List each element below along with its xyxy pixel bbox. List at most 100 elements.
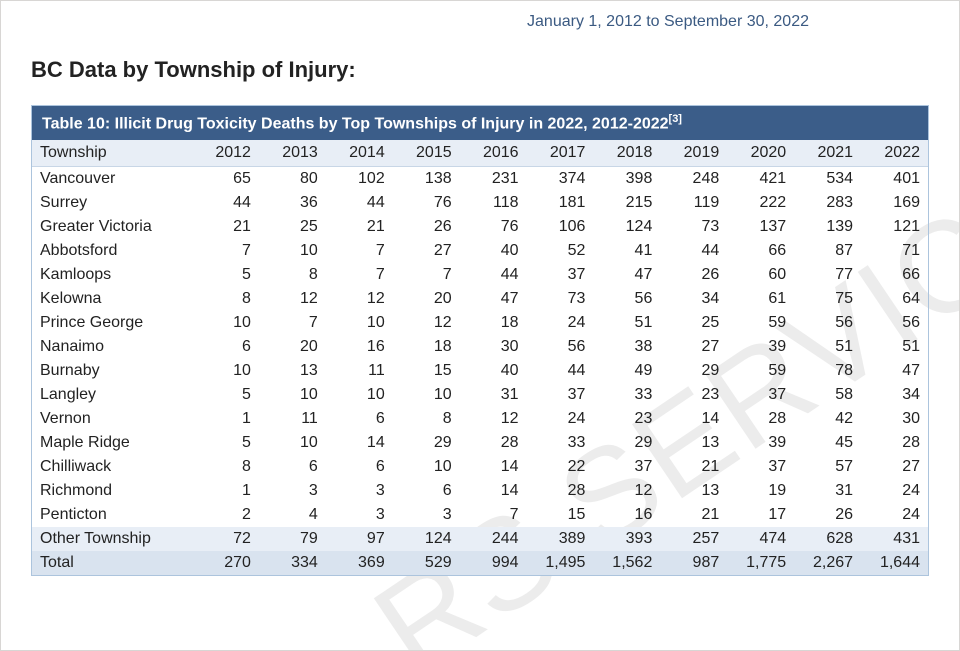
cell-value: 65: [192, 167, 259, 192]
cell-value: 8: [393, 407, 460, 431]
cell-value: 41: [593, 239, 660, 263]
cell-value: 4: [259, 503, 326, 527]
cell-value: 76: [393, 191, 460, 215]
cell-value: 30: [460, 335, 527, 359]
cell-value: 28: [727, 407, 794, 431]
table-row: Kelowna812122047735634617564: [32, 287, 928, 311]
cell-value: 29: [393, 431, 460, 455]
cell-value: 374: [527, 167, 594, 192]
cell-value: 137: [727, 215, 794, 239]
cell-value: 3: [259, 479, 326, 503]
cell-value: 47: [460, 287, 527, 311]
data-table: Township 2012 2013 2014 2015 2016 2017 2…: [32, 140, 928, 575]
cell-value: 44: [527, 359, 594, 383]
cell-value: 10: [192, 359, 259, 383]
table-row: Vancouver6580102138231374398248421534401: [32, 167, 928, 192]
header-year: 2016: [460, 140, 527, 167]
cell-value: 34: [660, 287, 727, 311]
cell-value: 72: [192, 527, 259, 551]
cell-value: 421: [727, 167, 794, 192]
cell-value: 37: [593, 455, 660, 479]
table-row: Nanaimo620161830563827395151: [32, 335, 928, 359]
cell-value: 10: [326, 311, 393, 335]
cell-value: 2,267: [794, 551, 861, 575]
cell-value: 39: [727, 335, 794, 359]
cell-value: 7: [326, 263, 393, 287]
cell-value: 10: [259, 239, 326, 263]
cell-value: 628: [794, 527, 861, 551]
cell-value: 8: [259, 263, 326, 287]
cell-value: 21: [660, 503, 727, 527]
cell-value: 18: [393, 335, 460, 359]
cell-value: 124: [393, 527, 460, 551]
cell-value: 389: [527, 527, 594, 551]
cell-value: 244: [460, 527, 527, 551]
cell-value: 283: [794, 191, 861, 215]
cell-value: 78: [794, 359, 861, 383]
cell-value: 29: [593, 431, 660, 455]
cell-value: 45: [794, 431, 861, 455]
cell-value: 33: [593, 383, 660, 407]
table-row: Other Township72799712424438939325747462…: [32, 527, 928, 551]
table-title-text: Table 10: Illicit Drug Toxicity Deaths b…: [42, 115, 669, 132]
cell-value: 77: [794, 263, 861, 287]
cell-value: 6: [192, 335, 259, 359]
cell-value: 8: [192, 455, 259, 479]
cell-value: 14: [460, 479, 527, 503]
cell-value: 71: [861, 239, 928, 263]
cell-value: 97: [326, 527, 393, 551]
cell-value: 39: [727, 431, 794, 455]
cell-value: 138: [393, 167, 460, 192]
cell-value: 1: [192, 407, 259, 431]
cell-value: 51: [861, 335, 928, 359]
cell-value: 49: [593, 359, 660, 383]
table-row: Langley510101031373323375834: [32, 383, 928, 407]
cell-value: 1,644: [861, 551, 928, 575]
cell-value: 106: [527, 215, 594, 239]
row-label: Kelowna: [32, 287, 192, 311]
cell-value: 60: [727, 263, 794, 287]
cell-value: 75: [794, 287, 861, 311]
cell-value: 24: [861, 503, 928, 527]
table-row: Chilliwack8661014223721375727: [32, 455, 928, 479]
cell-value: 7: [192, 239, 259, 263]
cell-value: 14: [660, 407, 727, 431]
cell-value: 11: [326, 359, 393, 383]
cell-value: 222: [727, 191, 794, 215]
cell-value: 15: [527, 503, 594, 527]
cell-value: 44: [460, 263, 527, 287]
cell-value: 534: [794, 167, 861, 192]
cell-value: 44: [660, 239, 727, 263]
table-title-footnote: [3]: [669, 113, 682, 125]
row-label: Prince George: [32, 311, 192, 335]
cell-value: 5: [192, 383, 259, 407]
cell-value: 25: [259, 215, 326, 239]
table-row: Prince George107101218245125595656: [32, 311, 928, 335]
cell-value: 21: [326, 215, 393, 239]
cell-value: 29: [660, 359, 727, 383]
cell-value: 42: [794, 407, 861, 431]
cell-value: 73: [660, 215, 727, 239]
cell-value: 31: [460, 383, 527, 407]
row-label: Greater Victoria: [32, 215, 192, 239]
cell-value: 3: [393, 503, 460, 527]
cell-value: 25: [660, 311, 727, 335]
header-row: Township 2012 2013 2014 2015 2016 2017 2…: [32, 140, 928, 167]
cell-value: 121: [861, 215, 928, 239]
cell-value: 7: [326, 239, 393, 263]
row-label: Richmond: [32, 479, 192, 503]
cell-value: 26: [660, 263, 727, 287]
cell-value: 61: [727, 287, 794, 311]
cell-value: 6: [259, 455, 326, 479]
header-year: 2012: [192, 140, 259, 167]
header-year: 2015: [393, 140, 460, 167]
cell-value: 56: [527, 335, 594, 359]
row-label: Nanaimo: [32, 335, 192, 359]
header-year: 2019: [660, 140, 727, 167]
cell-value: 393: [593, 527, 660, 551]
cell-value: 40: [460, 359, 527, 383]
row-label: Burnaby: [32, 359, 192, 383]
cell-value: 51: [593, 311, 660, 335]
cell-value: 23: [660, 383, 727, 407]
cell-value: 1,775: [727, 551, 794, 575]
